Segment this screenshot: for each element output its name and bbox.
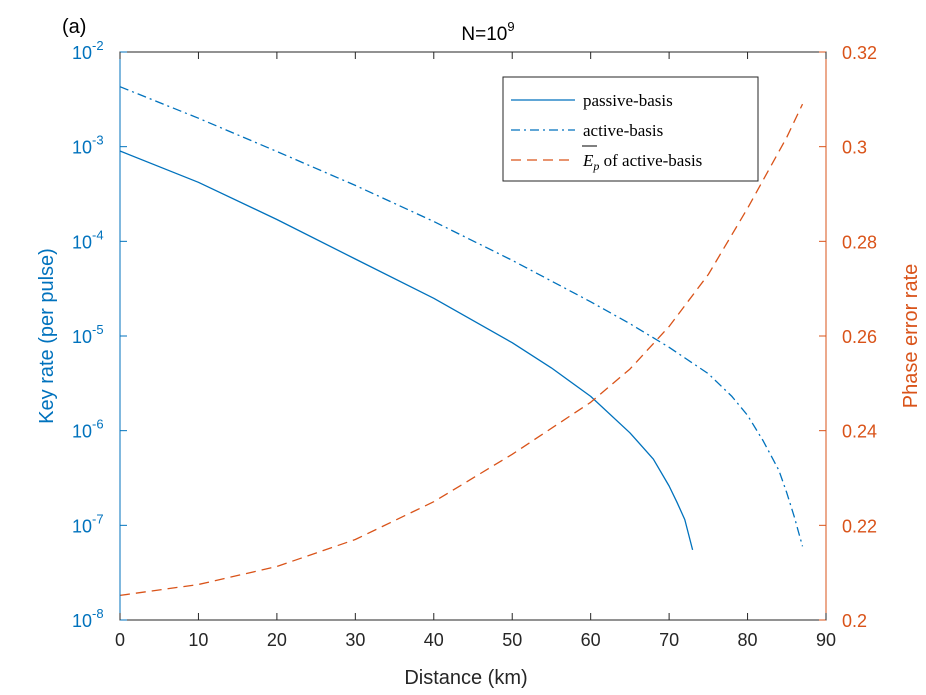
x-tick-label: 50 [502,630,522,650]
x-tick-label: 90 [816,630,836,650]
left-tick-label: 10-6 [72,417,104,442]
left-tick-label: 10-4 [72,227,104,252]
series-line-2 [119,103,804,597]
legend-math-e: E [582,151,594,170]
legend-math-sub: p [592,159,599,173]
right-tick-label: 0.24 [842,422,877,442]
legend-label-ep-active-basis: Ep of active-basis [582,151,702,173]
series-layer [119,86,804,597]
x-axis: 0 10 20 30 40 50 60 70 80 90 [115,52,836,650]
right-tick-label: 0.32 [842,43,877,63]
x-tick-label: 0 [115,630,125,650]
series-line-0 [119,150,694,551]
left-tick-label: 10-5 [72,322,104,347]
legend-math-rest: of active-basis [599,151,702,170]
left-tick-label: 10-8 [72,606,104,631]
right-y-axis: 0.2 0.22 0.24 0.26 0.28 0.3 0.32 [819,43,877,631]
x-tick-label: 40 [424,630,444,650]
right-tick-label: 0.22 [842,516,877,536]
x-tick-label: 30 [345,630,365,650]
panel-label: (a) [62,16,86,38]
x-tick-label: 10 [188,630,208,650]
x-tick-label: 70 [659,630,679,650]
x-tick-label: 60 [581,630,601,650]
left-tick-label: 10-2 [72,38,104,63]
left-tick-label: 10-7 [72,511,104,536]
left-y-axis-label: Key rate (per pulse) [36,248,58,424]
right-y-axis-label: Phase error rate [900,264,922,409]
right-tick-label: 0.28 [842,232,877,252]
title-superscript: 9 [507,19,514,34]
title-main: N=10 [461,24,507,45]
x-tick-label: 20 [267,630,287,650]
right-tick-label: 0.2 [842,611,867,631]
series-line-1 [119,86,804,547]
left-y-axis: 10-8 10-7 10-6 10-5 10-4 10-3 10-2 [72,38,127,631]
right-tick-label: 0.3 [842,138,867,158]
x-axis-label: Distance (km) [404,667,527,689]
legend-label-passive-basis: passive-basis [583,91,673,110]
chart-title: N=109 [461,19,514,45]
left-tick-label: 10-3 [72,133,104,158]
legend: passive-basis active-basis Ep of active-… [502,76,759,182]
x-tick-label: 80 [738,630,758,650]
legend-box [502,76,759,182]
right-tick-label: 0.26 [842,327,877,347]
legend-label-active-basis: active-basis [583,121,663,140]
